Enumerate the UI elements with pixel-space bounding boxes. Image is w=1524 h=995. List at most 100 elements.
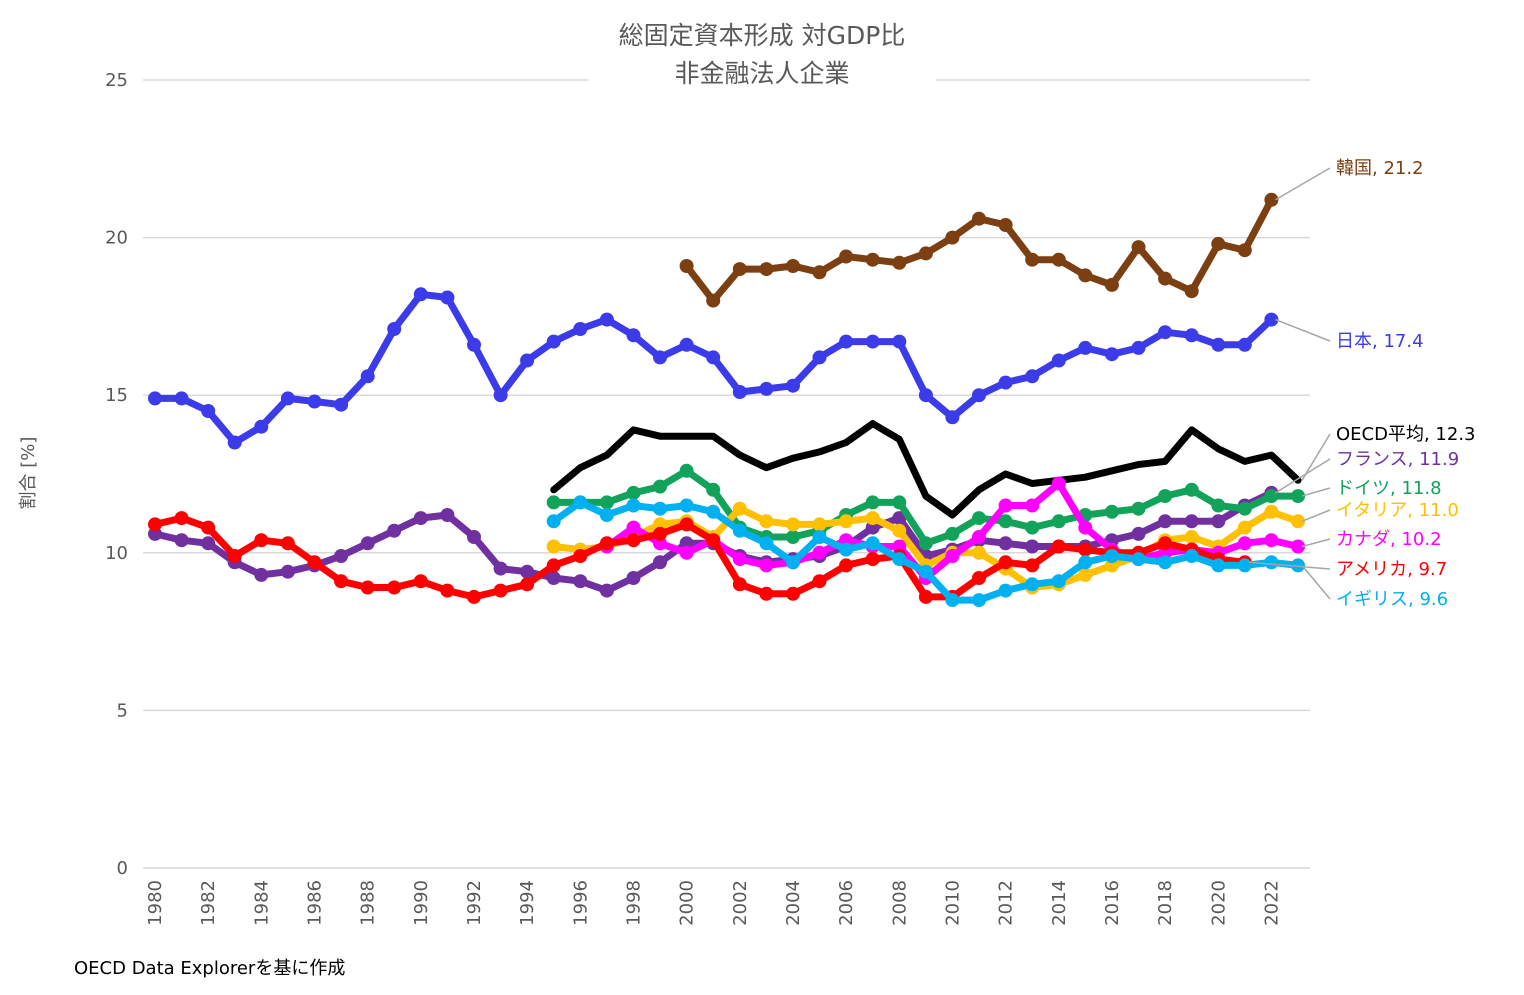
data-point bbox=[599, 583, 614, 598]
data-point bbox=[573, 322, 588, 336]
data-point bbox=[653, 526, 667, 541]
leader-line bbox=[1301, 564, 1331, 600]
data-point bbox=[786, 555, 800, 570]
data-point bbox=[812, 530, 827, 544]
source-note: OECD Data Explorerを基に作成 bbox=[74, 958, 345, 979]
data-point bbox=[653, 350, 667, 365]
series-line bbox=[550, 420, 1302, 519]
data-point bbox=[520, 577, 535, 592]
data-point bbox=[1211, 498, 1226, 513]
leader-line bbox=[1275, 167, 1331, 201]
data-point bbox=[786, 259, 800, 273]
x-tick-label: 2010 bbox=[942, 880, 963, 926]
data-point bbox=[626, 520, 641, 535]
data-point bbox=[839, 334, 854, 349]
data-point bbox=[520, 353, 535, 368]
data-point bbox=[812, 574, 827, 589]
data-point bbox=[998, 536, 1013, 551]
data-point bbox=[1158, 536, 1173, 551]
data-point bbox=[653, 555, 667, 570]
data-point bbox=[1025, 498, 1040, 513]
data-point bbox=[1237, 536, 1252, 551]
data-point bbox=[679, 498, 694, 513]
data-point bbox=[573, 549, 588, 563]
data-point bbox=[1078, 520, 1093, 535]
x-tick-label: 2006 bbox=[836, 880, 857, 926]
data-point bbox=[706, 293, 721, 308]
data-point bbox=[972, 593, 986, 608]
data-point bbox=[1078, 567, 1093, 582]
data-point bbox=[148, 517, 162, 532]
data-point bbox=[440, 290, 455, 305]
data-point bbox=[1264, 533, 1279, 548]
data-point bbox=[174, 511, 189, 526]
y-tick-label: 5 bbox=[117, 700, 128, 721]
series-end-label: フランス, 11.9 bbox=[1336, 449, 1459, 470]
data-point bbox=[706, 482, 721, 497]
y-tick-label: 15 bbox=[105, 385, 128, 406]
data-point bbox=[972, 211, 986, 226]
data-point bbox=[918, 388, 933, 403]
data-point bbox=[679, 545, 694, 560]
data-point bbox=[892, 334, 907, 349]
data-point bbox=[1078, 542, 1093, 557]
data-point bbox=[812, 517, 827, 532]
data-point bbox=[1051, 353, 1066, 368]
x-tick-label: 1990 bbox=[411, 880, 432, 926]
data-point bbox=[865, 536, 880, 551]
data-point bbox=[679, 517, 694, 532]
data-point bbox=[892, 552, 907, 567]
data-point bbox=[413, 511, 428, 526]
data-point bbox=[280, 564, 295, 579]
data-point bbox=[254, 419, 269, 434]
data-point bbox=[998, 514, 1013, 529]
data-point bbox=[626, 498, 641, 513]
data-point bbox=[1291, 539, 1305, 554]
data-point bbox=[599, 508, 614, 522]
data-point bbox=[1237, 337, 1252, 352]
data-point bbox=[892, 523, 907, 538]
data-point bbox=[174, 391, 189, 406]
data-point bbox=[626, 485, 641, 500]
leader-line bbox=[1275, 318, 1331, 342]
data-point bbox=[679, 463, 694, 478]
data-point bbox=[972, 511, 986, 526]
x-tick-label: 1982 bbox=[198, 880, 219, 926]
data-point bbox=[599, 536, 614, 551]
data-point bbox=[1051, 574, 1066, 589]
y-axis-ticks: 0 5 10 15 20 25 bbox=[105, 70, 128, 879]
data-point bbox=[1184, 549, 1199, 563]
data-point bbox=[1025, 539, 1040, 554]
x-tick-label: 1992 bbox=[464, 880, 485, 926]
data-point bbox=[786, 586, 800, 601]
x-tick-label: 2008 bbox=[889, 880, 910, 926]
y-tick-label: 20 bbox=[105, 228, 128, 249]
data-point bbox=[865, 334, 880, 349]
data-point bbox=[1051, 252, 1066, 267]
series-group bbox=[148, 192, 1305, 608]
data-point bbox=[892, 255, 907, 270]
series-end-label: OECD平均, 12.3 bbox=[1336, 424, 1476, 445]
data-point bbox=[759, 262, 774, 277]
data-point bbox=[1264, 192, 1279, 207]
data-point bbox=[759, 536, 774, 551]
data-point bbox=[413, 574, 428, 589]
data-point bbox=[1025, 369, 1040, 384]
data-point bbox=[918, 246, 933, 261]
data-point bbox=[1078, 340, 1093, 355]
data-point bbox=[1264, 504, 1279, 519]
data-point bbox=[201, 404, 216, 418]
data-point bbox=[998, 583, 1013, 598]
data-point bbox=[679, 259, 694, 273]
leader-line bbox=[1301, 487, 1331, 497]
y-tick-label: 0 bbox=[117, 858, 128, 879]
data-point bbox=[546, 495, 561, 510]
data-point bbox=[1237, 520, 1252, 535]
data-point bbox=[1158, 325, 1173, 340]
series-end-label: 日本, 17.4 bbox=[1336, 331, 1424, 352]
data-point bbox=[1211, 236, 1226, 251]
y-tick-label: 10 bbox=[105, 543, 128, 564]
data-point bbox=[1264, 555, 1279, 570]
data-point bbox=[732, 501, 747, 516]
x-tick-label: 2014 bbox=[1049, 880, 1070, 926]
